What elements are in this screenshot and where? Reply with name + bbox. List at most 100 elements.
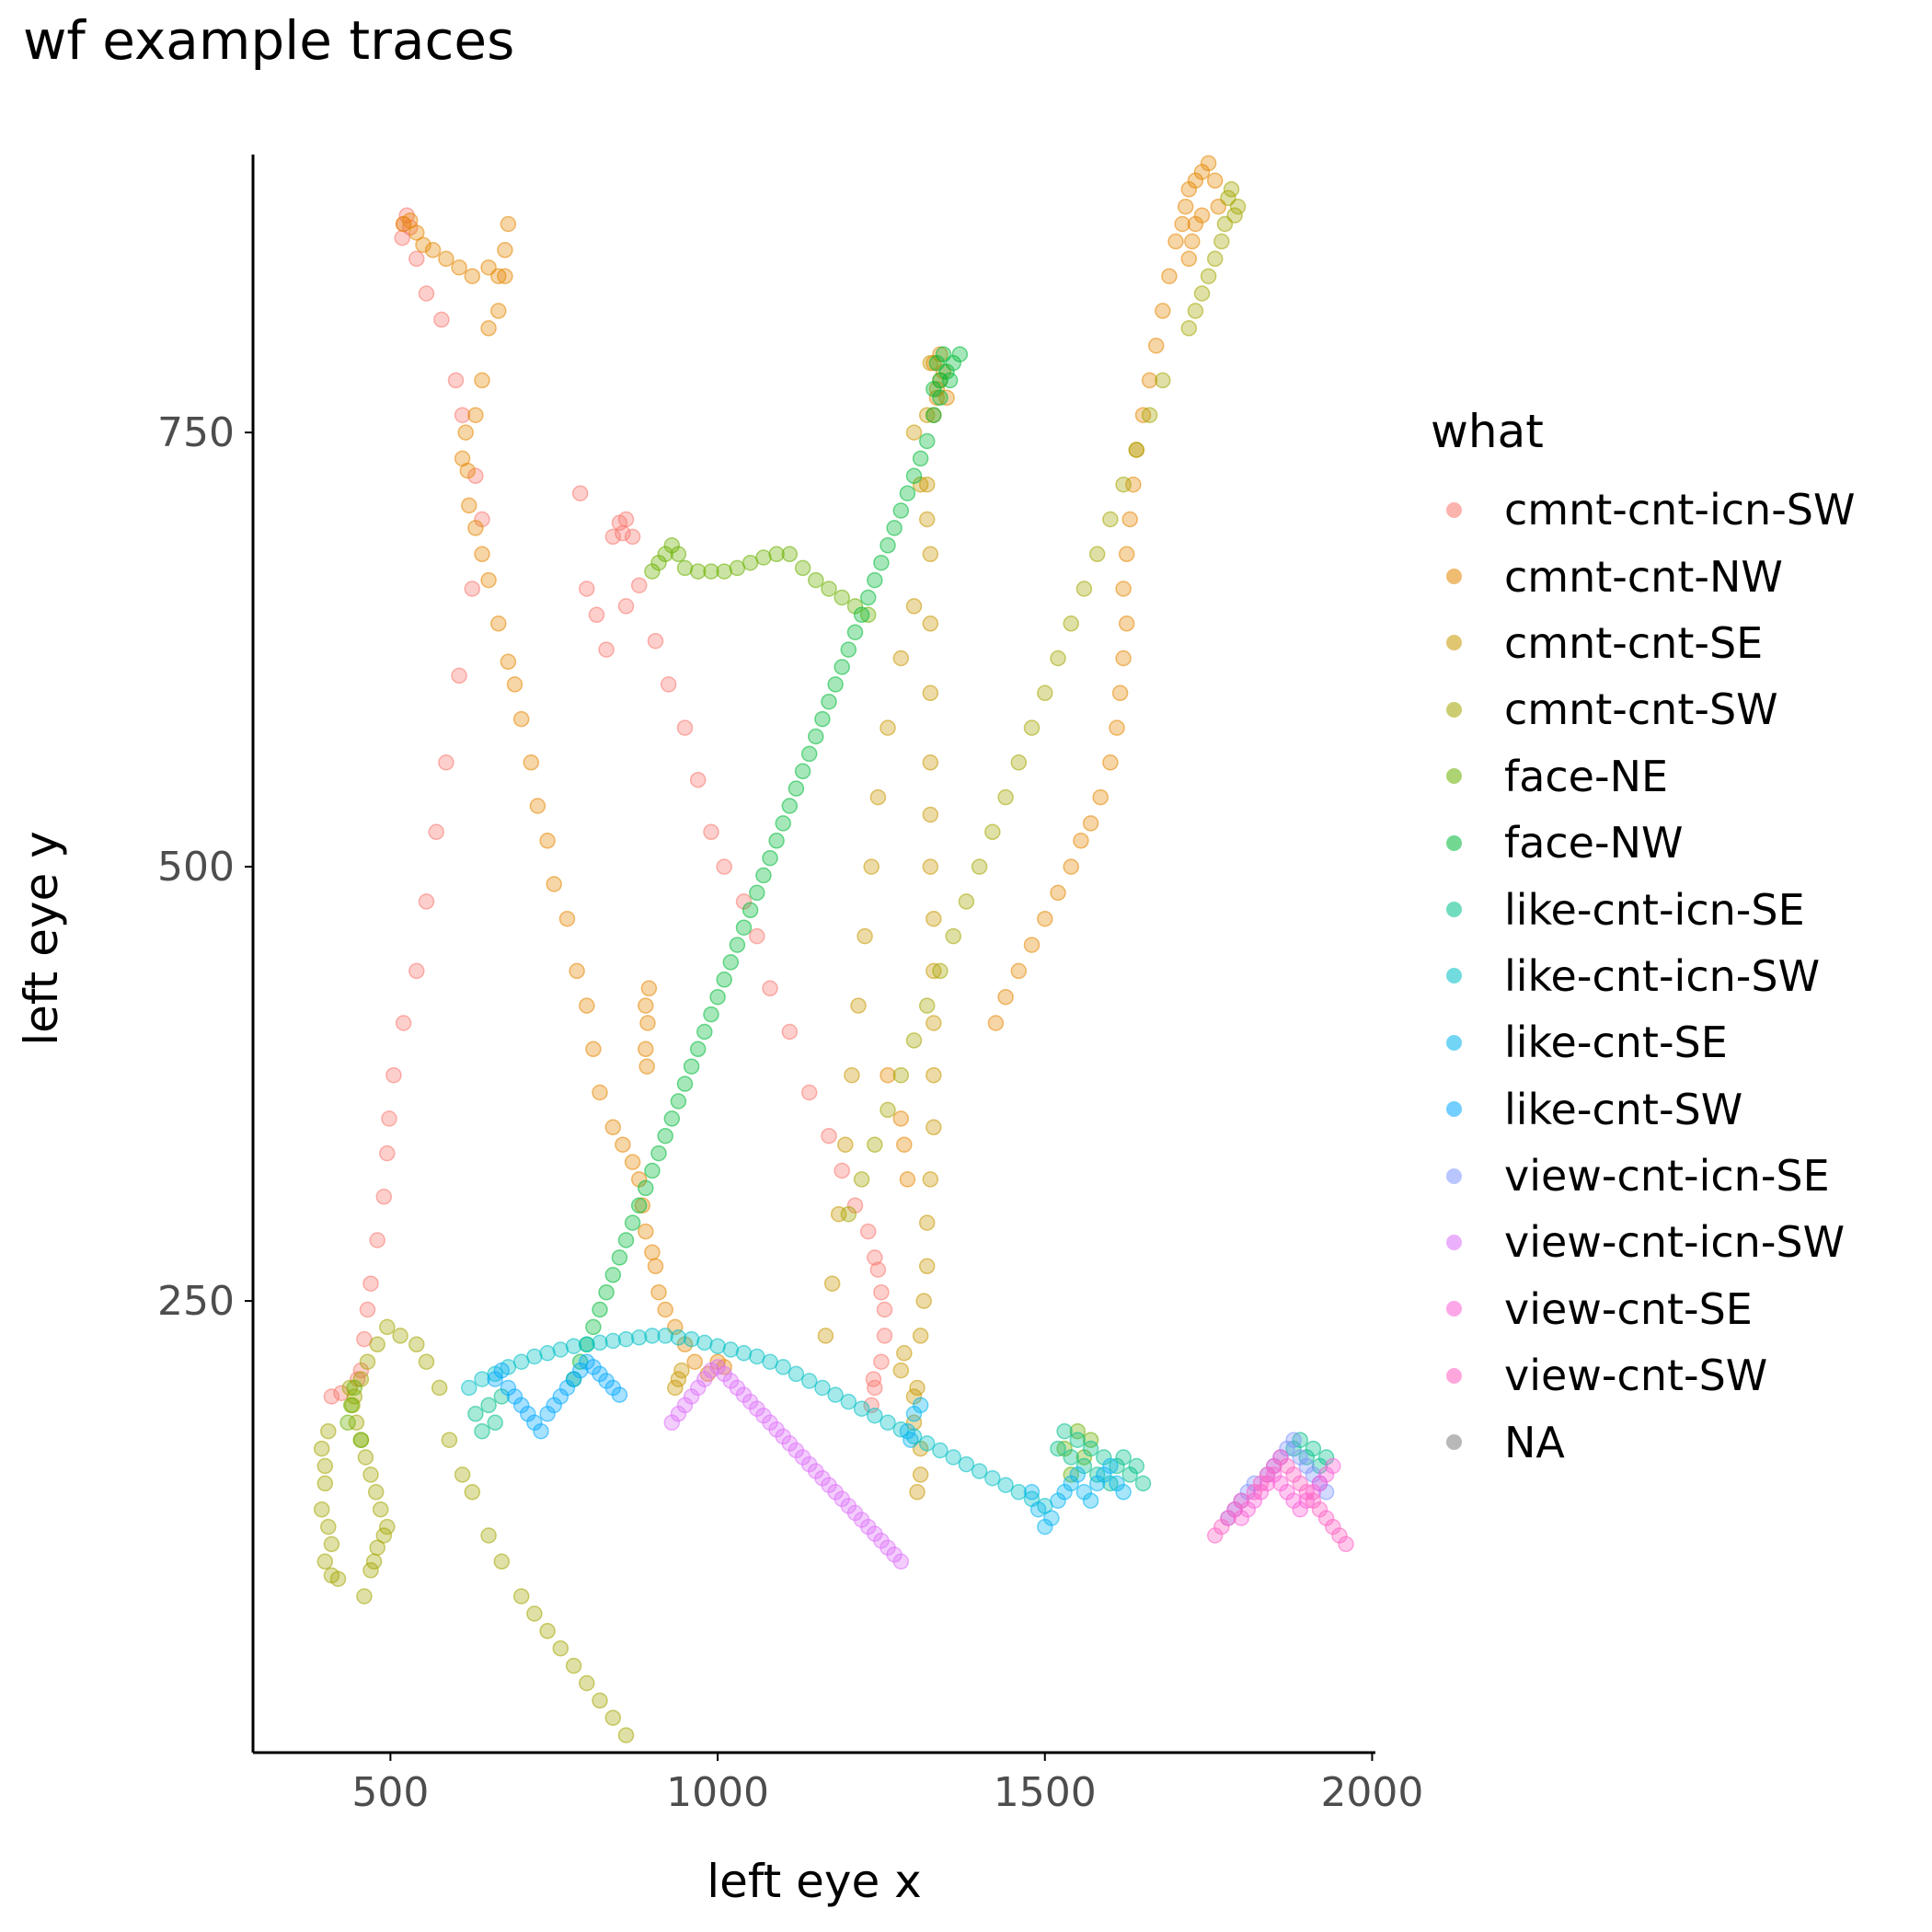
data-point	[604, 1332, 622, 1350]
data-point	[467, 407, 484, 423]
data-point	[689, 1041, 707, 1058]
series-view-cnt-icn-SW	[663, 1359, 910, 1570]
data-point	[571, 485, 589, 501]
legend-key	[1431, 701, 1477, 718]
y-tick-label: 750	[157, 409, 235, 456]
data-point	[474, 546, 490, 563]
data-point	[1063, 1475, 1079, 1492]
data-point	[592, 1084, 608, 1101]
data-point	[1206, 250, 1224, 268]
data-point	[663, 1110, 681, 1127]
data-point	[945, 1449, 961, 1466]
data-point	[565, 1371, 582, 1387]
data-point	[604, 1709, 622, 1726]
data-point	[880, 1101, 896, 1119]
data-point	[941, 372, 959, 389]
legend-dot-icon	[1445, 1301, 1462, 1317]
data-point	[945, 927, 961, 945]
data-point	[971, 1463, 988, 1479]
data-point	[650, 1283, 667, 1301]
data-point	[588, 606, 605, 624]
data-point	[670, 1406, 687, 1422]
data-point	[926, 1015, 942, 1031]
data-point	[886, 520, 903, 536]
data-point	[892, 650, 910, 667]
legend-item: face-NW	[1431, 810, 1855, 876]
data-point	[565, 1657, 582, 1674]
data-point	[867, 1136, 883, 1153]
data-point	[673, 1362, 690, 1379]
legend-item: view-cnt-icn-SW	[1431, 1209, 1855, 1275]
data-point	[735, 893, 753, 910]
data-point	[592, 1334, 608, 1351]
data-point	[768, 833, 785, 849]
data-point	[1233, 1510, 1249, 1526]
data-point	[1285, 1466, 1302, 1483]
data-point	[1305, 1466, 1322, 1483]
data-point	[689, 771, 707, 788]
data-point	[565, 1338, 582, 1354]
data-point	[821, 581, 837, 597]
data-point	[1325, 1457, 1341, 1475]
data-point	[1246, 1484, 1263, 1501]
data-point	[579, 1674, 595, 1692]
data-point	[817, 1328, 834, 1344]
data-point	[794, 559, 811, 577]
data-point	[657, 1328, 673, 1344]
data-point	[1043, 1510, 1060, 1526]
data-point	[867, 1249, 883, 1266]
data-point	[339, 1414, 356, 1432]
legend-label: cmnt-cnt-SW	[1504, 684, 1778, 735]
legend-label: cmnt-cnt-icn-SW	[1504, 485, 1856, 535]
data-point	[997, 788, 1014, 806]
data-point	[1111, 684, 1129, 702]
data-point	[611, 1249, 628, 1266]
data-point	[689, 1379, 707, 1397]
data-point	[1118, 615, 1135, 632]
data-point	[1037, 1518, 1053, 1535]
data-point	[663, 537, 681, 554]
data-point	[362, 1466, 379, 1483]
x-ticks: 500 1000 1500 2000	[351, 1753, 1423, 1816]
data-point	[558, 910, 576, 927]
data-point	[859, 589, 877, 606]
data-point	[1088, 546, 1106, 563]
data-point	[880, 537, 896, 554]
data-point	[638, 1041, 654, 1058]
series-cmnt-cnt-icn-SW	[323, 207, 893, 1414]
data-point	[775, 1359, 791, 1375]
data-point	[1037, 910, 1053, 927]
legend-key	[1431, 1101, 1477, 1118]
data-point	[984, 823, 1001, 841]
data-point	[892, 502, 910, 519]
legend-key	[1431, 1434, 1477, 1451]
data-point	[1102, 1475, 1119, 1492]
data-point	[624, 1154, 641, 1170]
series-like-cnt-SW	[487, 1353, 628, 1440]
data-point	[912, 476, 929, 493]
data-point	[348, 1414, 365, 1432]
data-point	[461, 497, 477, 514]
data-point	[997, 988, 1014, 1006]
data-point	[1252, 1475, 1270, 1492]
data-point	[987, 1015, 1005, 1031]
data-point	[558, 1379, 576, 1397]
data-point	[834, 1162, 850, 1179]
data-point	[735, 919, 753, 936]
data-point	[424, 242, 442, 259]
legend-dot-icon	[1445, 1167, 1462, 1184]
data-point	[1088, 1466, 1106, 1483]
legend-label: face-NE	[1504, 751, 1669, 801]
data-point	[480, 571, 497, 589]
data-point	[1180, 320, 1198, 337]
data-point	[1167, 233, 1184, 250]
data-point	[395, 1015, 412, 1031]
legend-title: what	[1431, 405, 1544, 458]
data-point	[1311, 1475, 1328, 1492]
data-point	[617, 1727, 635, 1743]
data-point	[630, 577, 648, 593]
data-point	[615, 524, 631, 542]
data-point	[1073, 833, 1089, 849]
data-point	[1115, 1484, 1132, 1501]
data-point	[1298, 1492, 1316, 1509]
